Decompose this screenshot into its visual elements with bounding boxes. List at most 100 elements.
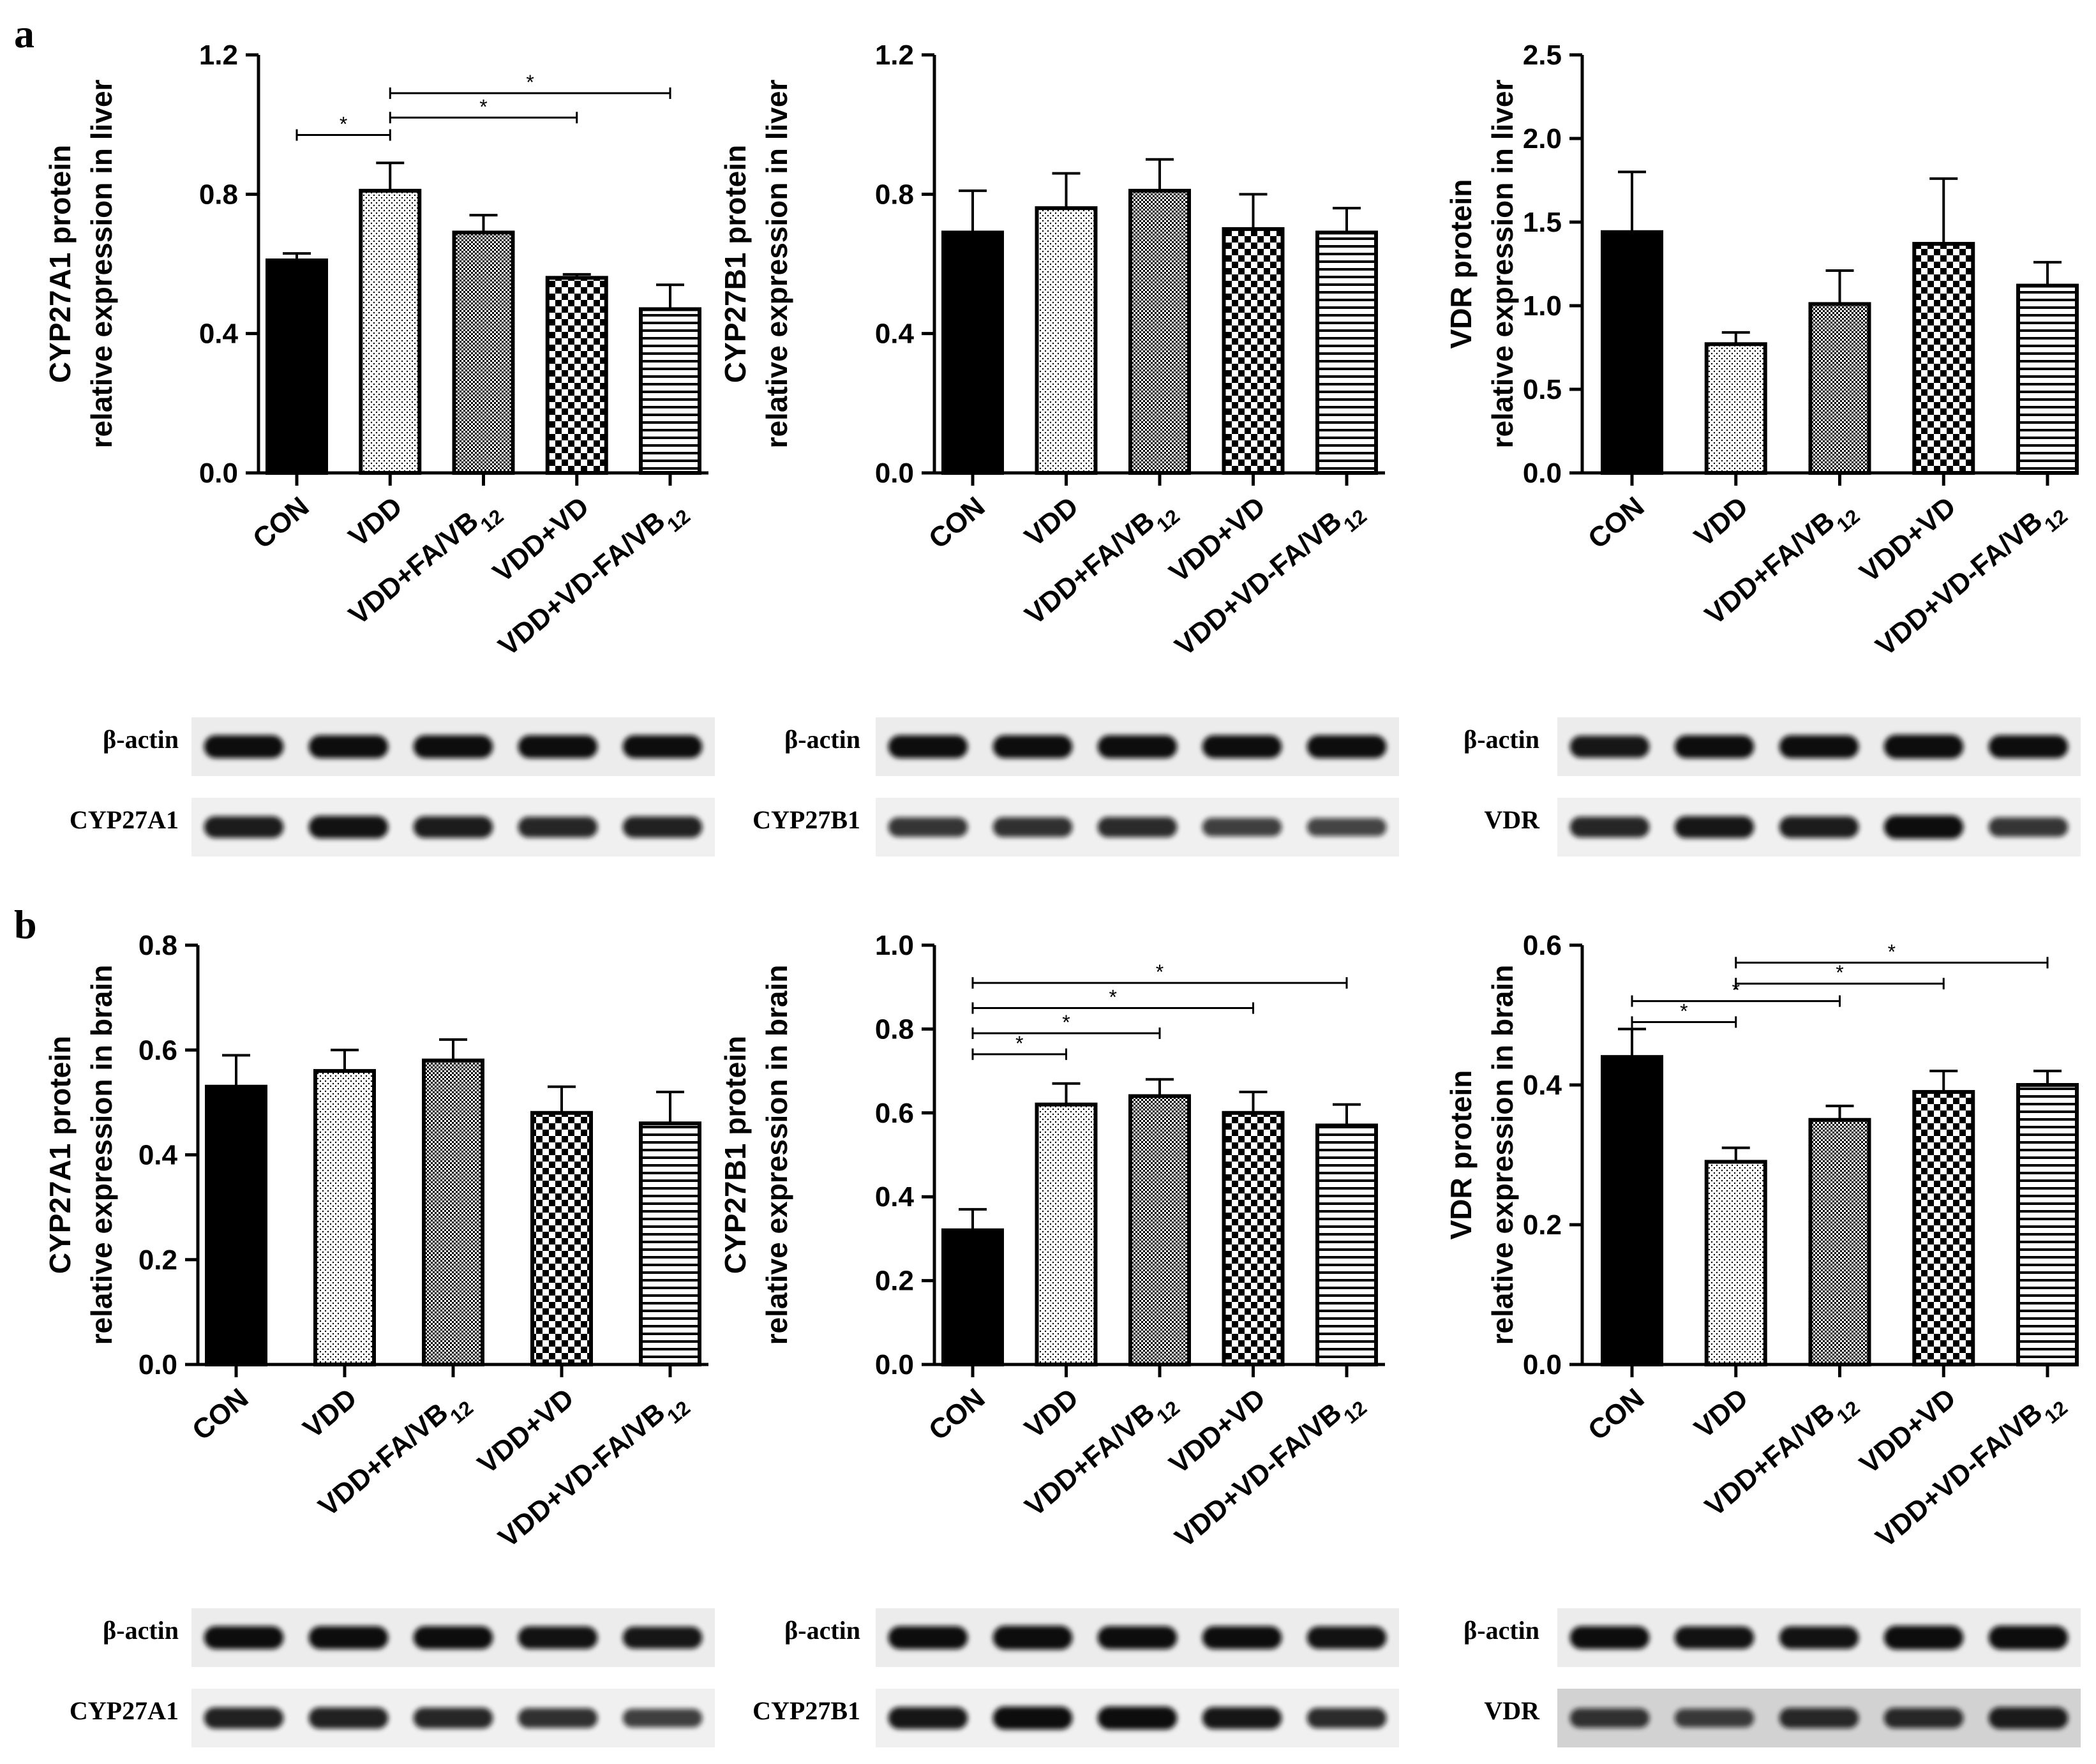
y-tick-label: 0.2 <box>875 1266 914 1297</box>
bar <box>639 1121 701 1366</box>
y-tick-label: 0.4 <box>875 318 915 350</box>
x-tick-label: CON <box>1582 1382 1650 1446</box>
bar <box>1601 1055 1663 1366</box>
bar <box>530 1110 593 1367</box>
blot-band <box>1779 1708 1859 1728</box>
western-blot-5: β-actin CYP27B1 <box>752 1608 1399 1747</box>
blot-band <box>622 1626 703 1649</box>
blot-band <box>1674 1626 1755 1649</box>
chart-4: 0.0 0.2 0.4 0.6 0.8 CYP27A1 protein relative e… <box>43 930 708 1561</box>
bar <box>1912 242 1975 475</box>
blot-band <box>888 1626 968 1649</box>
significance-bracket: * <box>971 1011 1161 1039</box>
blot-label-target: CYP27A1 <box>70 805 179 834</box>
significance-label: * <box>1109 986 1117 1009</box>
blot-band <box>1883 735 1964 759</box>
blot-band <box>308 1707 389 1729</box>
y-tick-label: 0.8 <box>199 179 238 210</box>
blot-band <box>1202 735 1282 758</box>
blot-band <box>888 817 968 837</box>
y-tick-label: 1.2 <box>199 40 238 71</box>
blot-band <box>1569 1626 1650 1649</box>
y-axis-title-line2: relative expression in liver <box>760 79 793 448</box>
significance-label: * <box>1015 1032 1023 1055</box>
blot-band <box>622 816 703 838</box>
blot-band <box>1097 817 1178 837</box>
y-tick-label: 0.4 <box>199 318 239 350</box>
blot-label-target: CYP27A1 <box>70 1696 179 1725</box>
western-blot-2: β-actin CYP27B1 <box>752 717 1399 856</box>
bar <box>1808 302 1871 475</box>
blot-label-loading-control: β-actin <box>784 1616 860 1645</box>
x-tick-label: VDD+VD-FA/VB12 <box>1870 1382 2072 1561</box>
significance-bracket: * <box>1631 999 1737 1028</box>
bar <box>639 307 701 475</box>
blot-band <box>413 735 493 758</box>
blot-band <box>622 1708 703 1728</box>
blot-band <box>1779 1626 1859 1649</box>
significance-label: * <box>526 71 534 94</box>
y-axis-title-line2: relative expression in liver <box>1486 79 1519 448</box>
y-tick-label: 0.0 <box>138 1349 177 1380</box>
blot-band <box>1097 1707 1178 1730</box>
significance-label: * <box>1062 1011 1070 1034</box>
blot-band <box>518 1626 598 1649</box>
significance-bracket: * <box>971 960 1348 989</box>
x-tick-label: CON <box>923 1382 991 1446</box>
blot-band <box>1674 735 1755 758</box>
blot-band <box>1988 817 2069 837</box>
blot-band <box>1306 735 1387 758</box>
blot-band <box>992 817 1073 837</box>
blot-band <box>992 1626 1073 1650</box>
significance-label: * <box>1888 940 1896 963</box>
y-axis-title-line1: CYP27B1 protein <box>719 145 752 383</box>
western-blot-6: β-actin VDR <box>1463 1608 2081 1747</box>
y-tick-label: 1.5 <box>1523 207 1562 238</box>
panel-label-a: a <box>14 11 34 56</box>
y-tick-label: 0.0 <box>875 458 914 489</box>
blot-band <box>1883 815 1964 839</box>
blot-label-target: VDR <box>1484 805 1540 834</box>
significance-label: * <box>340 113 347 136</box>
blot-band <box>888 735 968 758</box>
blot-band <box>1306 1708 1387 1728</box>
blot-label-loading-control: β-actin <box>1463 1616 1539 1645</box>
y-tick-label: 0.6 <box>875 1098 914 1129</box>
y-tick-label: 0.2 <box>1523 1209 1562 1241</box>
y-tick-label: 1.0 <box>875 930 914 961</box>
blot-label-loading-control: β-actin <box>1463 725 1539 754</box>
blot-label-loading-control: β-actin <box>103 1616 179 1645</box>
chart-1: 0.0 0.4 0.8 1.2 CYP27A1 protein relative expr… <box>43 40 708 669</box>
y-tick-label: 0.0 <box>1523 458 1562 489</box>
blot-band <box>413 816 493 838</box>
blot-band <box>888 1707 968 1730</box>
blot-band <box>1097 1626 1178 1649</box>
bar <box>1222 227 1285 475</box>
significance-bracket: * <box>971 1032 1067 1060</box>
blot-band <box>204 1707 284 1729</box>
bar <box>1912 1089 1975 1366</box>
bar <box>1601 230 1663 475</box>
bar <box>205 1084 267 1367</box>
bar <box>452 230 515 475</box>
x-tick-label: VDD <box>1019 1382 1084 1444</box>
y-tick-label: 0.0 <box>1523 1349 1562 1380</box>
blot-band <box>1988 1626 2069 1650</box>
x-tick-label: VDD <box>1689 1382 1755 1444</box>
blot-band <box>1202 1707 1282 1730</box>
blot-band <box>1674 1708 1755 1728</box>
blot-band <box>1988 1707 2069 1729</box>
x-tick-label: VDD <box>1019 491 1084 553</box>
bar <box>1704 342 1767 475</box>
bar <box>1315 1123 1378 1366</box>
bar <box>1128 1094 1191 1367</box>
x-tick-label: VDD <box>343 491 408 553</box>
x-tick-label: CON <box>247 491 315 555</box>
y-tick-label: 2.0 <box>1523 123 1562 154</box>
significance-bracket: * <box>1735 940 2049 969</box>
blot-band <box>413 1707 493 1729</box>
x-tick-label: VDD+VD-FA/VB12 <box>1169 1382 1371 1561</box>
significance-bracket: * <box>389 95 578 124</box>
blot-band <box>1097 735 1178 758</box>
